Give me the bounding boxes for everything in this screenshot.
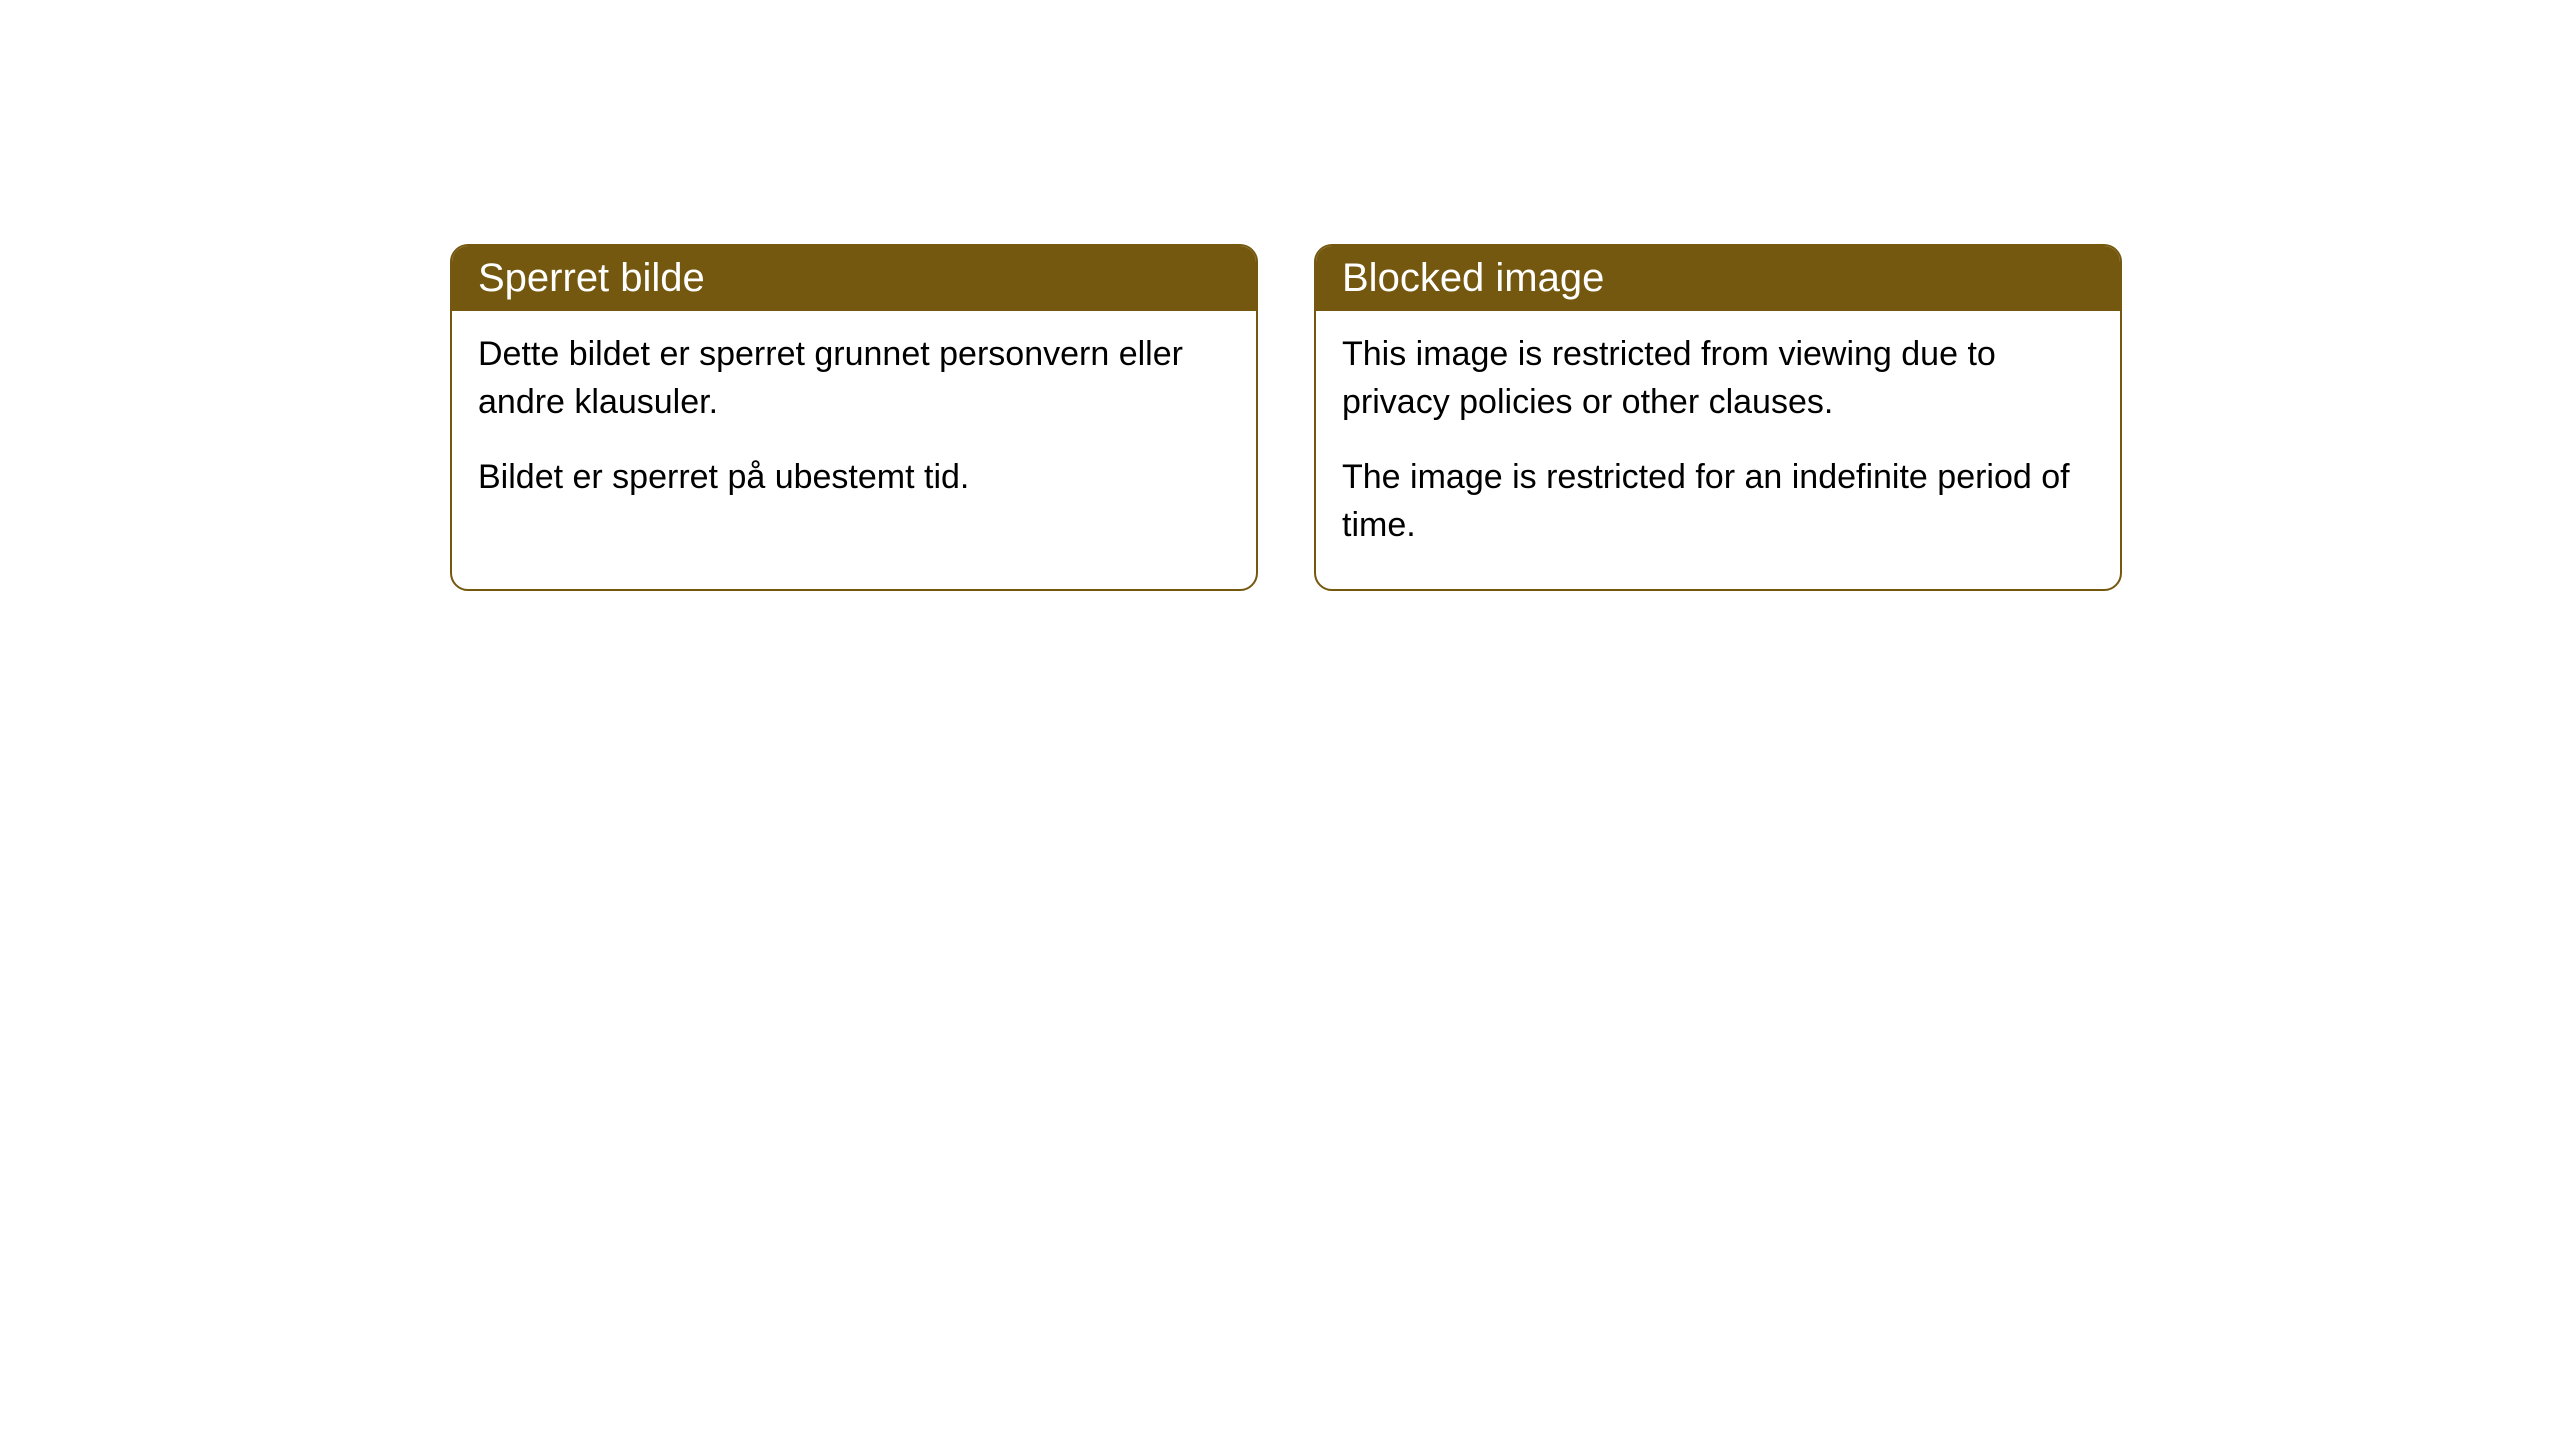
card-paragraph: Dette bildet er sperret grunnet personve… [478,331,1230,426]
card-body: This image is restricted from viewing du… [1316,311,2120,589]
card-header: Sperret bilde [452,246,1256,311]
card-paragraph: The image is restricted for an indefinit… [1342,454,2094,549]
blocked-image-card-english: Blocked image This image is restricted f… [1314,244,2122,591]
notice-cards-container: Sperret bilde Dette bildet er sperret gr… [0,0,2560,591]
card-paragraph: Bildet er sperret på ubestemt tid. [478,454,1230,502]
card-paragraph: This image is restricted from viewing du… [1342,331,2094,426]
blocked-image-card-norwegian: Sperret bilde Dette bildet er sperret gr… [450,244,1258,591]
card-body: Dette bildet er sperret grunnet personve… [452,311,1256,542]
card-header: Blocked image [1316,246,2120,311]
